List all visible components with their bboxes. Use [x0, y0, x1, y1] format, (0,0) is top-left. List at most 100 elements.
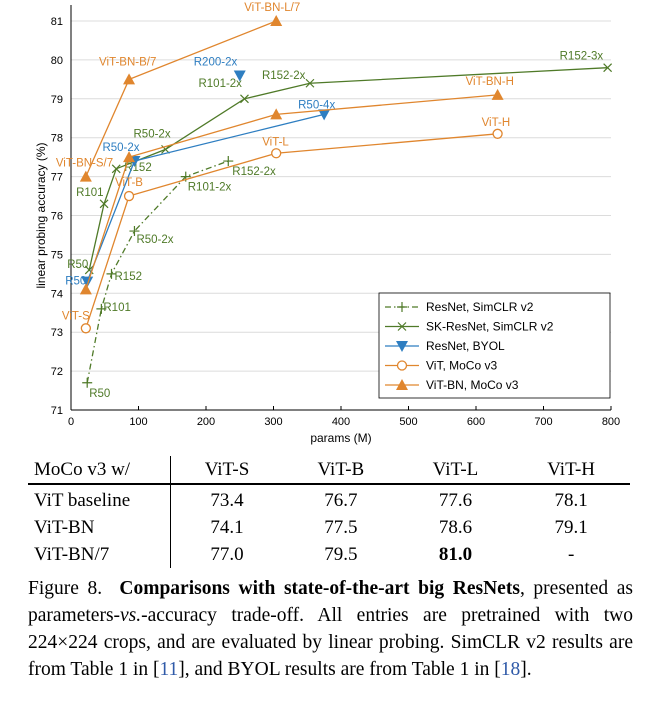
- x-axis-label: params (M): [310, 431, 371, 445]
- plus-marker: [106, 268, 117, 279]
- x-marker: [397, 322, 407, 331]
- citation-link[interactable]: 18: [500, 659, 521, 680]
- table-row: ViT-BN/7 77.0 79.5 81.0 -: [28, 541, 630, 568]
- y-axis-label: linear probing accuracy (%): [34, 142, 48, 288]
- y-tick-label: 77: [51, 172, 63, 184]
- point-label: R152-3x: [560, 51, 604, 63]
- x-tick-label: 800: [602, 416, 620, 428]
- header-cell: ViT-L: [398, 456, 513, 485]
- point-label: R50-2x: [134, 128, 171, 140]
- point-label: R152-2x: [262, 70, 306, 82]
- point-label: R152: [115, 271, 143, 283]
- x-marker: [305, 78, 315, 88]
- point-label: R101-2x: [188, 182, 232, 194]
- point-label: ViT-BN-L/7: [244, 2, 300, 14]
- cell: -: [567, 543, 575, 565]
- triangle-down-marker: [233, 70, 246, 82]
- caption-label: Figure 8.: [28, 578, 103, 599]
- row-label: ViT-BN/7: [28, 541, 171, 568]
- caption-text: ], and BYOL results are from Table 1 in …: [178, 659, 501, 680]
- point-label: ViT-L: [262, 136, 289, 148]
- circle-marker: [492, 128, 503, 139]
- point-label: ViT-BN-H: [466, 76, 514, 88]
- point-label: R101-2x: [198, 78, 242, 90]
- accuracy-vs-params-chart: 71 72 73 74 75 76 77 78 79 80 81 0 100 200 300 400 500 60…: [34, 2, 620, 445]
- series-line: [85, 133, 498, 329]
- triangle-up-marker: [396, 379, 408, 390]
- point-label: ViT-S: [62, 310, 90, 322]
- point-label: R50: [67, 259, 88, 271]
- y-tick-label: 72: [51, 366, 63, 378]
- y-tick-label: 80: [51, 55, 63, 67]
- x-tick-label: 400: [332, 416, 350, 428]
- table-header-row: MoCo v3 w/ ViT-S ViT-B ViT-L ViT-H: [28, 456, 630, 485]
- point-label: R50: [65, 276, 86, 288]
- x-tick-label: 200: [197, 416, 215, 428]
- table-row: ViT baseline 73.4 76.7 77.6 78.1: [28, 484, 630, 514]
- triangle-up-marker: [491, 88, 504, 100]
- legend-label: ViT-BN, MoCo v3: [426, 378, 519, 392]
- point-label: R50-4x: [298, 99, 335, 111]
- row-label: ViT-BN: [28, 514, 171, 541]
- point-label: R152-2x: [232, 166, 276, 178]
- triangle-up-marker: [123, 151, 136, 163]
- x-tick-label: 0: [68, 416, 74, 428]
- point-label: R101: [76, 187, 104, 199]
- point-label: R101: [103, 302, 131, 314]
- x-marker: [99, 199, 109, 209]
- y-tick-label: 78: [51, 133, 63, 145]
- header-cell: ViT-B: [283, 456, 399, 485]
- x-marker: [603, 63, 613, 73]
- caption-text: ].: [520, 659, 532, 680]
- triangle-up-marker: [270, 108, 283, 120]
- series-line: [86, 160, 229, 383]
- legend-label: SK-ResNet, SimCLR v2: [426, 320, 554, 334]
- point-label: ViT-BN-B/7: [99, 56, 156, 68]
- triangle-up-marker: [123, 73, 136, 85]
- header-cell: ViT-H: [512, 456, 630, 485]
- point-label: ViT-BN-S/7: [56, 158, 113, 170]
- y-tick-label: 71: [51, 405, 63, 417]
- point-label: R50-2x: [102, 142, 139, 154]
- point-label: R50-2x: [136, 234, 173, 246]
- y-tick-label: 79: [51, 94, 63, 106]
- cell: 73.4: [210, 489, 244, 511]
- cell: 77.0: [210, 543, 244, 565]
- plus-marker: [397, 302, 407, 312]
- plus-marker: [82, 377, 93, 388]
- x-tick-label: 300: [264, 416, 282, 428]
- cell: 79.1: [554, 516, 588, 538]
- cell: 77.5: [324, 516, 358, 538]
- cell: 77.6: [438, 489, 473, 511]
- y-tick-label: 75: [51, 249, 63, 261]
- caption-title: Comparisons with state-of-the-art big Re…: [119, 578, 520, 599]
- legend-label: ViT, MoCo v3: [426, 359, 497, 373]
- point-label: R50: [89, 388, 110, 400]
- triangle-down-marker: [396, 341, 408, 352]
- caption-text: , presented as parameters-: [28, 578, 633, 626]
- x-tick-label: 600: [467, 416, 485, 428]
- legend-label: ResNet, BYOL: [426, 339, 505, 353]
- cell: 74.1: [210, 516, 244, 538]
- y-tick-label: 73: [51, 327, 63, 339]
- figure-caption: Figure 8. Comparisons with state-of-the-…: [28, 575, 633, 683]
- header-cell: MoCo v3 w/: [28, 456, 171, 485]
- y-tick-label: 74: [51, 288, 63, 300]
- cell: 78.1: [554, 489, 588, 511]
- header-cell: ViT-S: [170, 456, 283, 485]
- y-tick-label: 76: [51, 211, 63, 223]
- point-label: R152: [124, 162, 152, 174]
- circle-marker: [396, 360, 408, 371]
- legend-label: ResNet, SimCLR v2: [426, 300, 534, 314]
- cell: 78.6: [438, 516, 473, 538]
- caption-text: vs.: [120, 605, 142, 626]
- x-tick-label: 700: [534, 416, 552, 428]
- y-tick-label: 81: [51, 16, 63, 28]
- citation-link[interactable]: 11: [159, 659, 179, 680]
- circle-marker: [123, 190, 135, 202]
- circle-marker: [271, 148, 282, 159]
- plus-marker: [96, 303, 107, 314]
- plus-marker: [223, 156, 234, 167]
- caption-text: -accuracy trade-off. All entries are pre…: [28, 605, 633, 680]
- triangle-up-marker: [270, 15, 283, 26]
